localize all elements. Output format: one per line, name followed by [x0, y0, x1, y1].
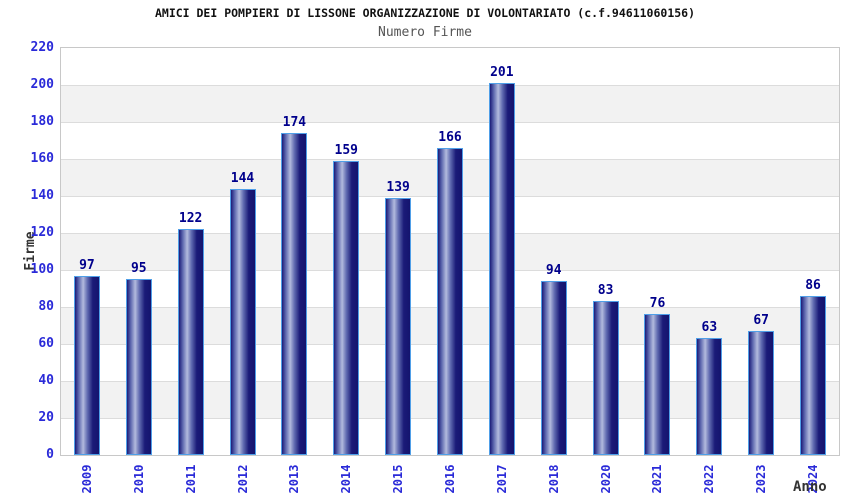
bar: [592, 301, 619, 455]
x-tick-label: 2012: [235, 464, 250, 494]
x-tick-label: 2010: [131, 464, 146, 494]
chart-title: AMICI DEI POMPIERI DI LISSONE ORGANIZZAZ…: [154, 6, 696, 20]
bar: [229, 188, 256, 455]
bar: [73, 275, 100, 455]
x-tick-label: 2009: [79, 464, 94, 494]
x-axis-title: Anno: [793, 479, 827, 495]
grid-line: [61, 85, 839, 86]
bar-value-label: 166: [438, 129, 462, 145]
bar-value-label: 67: [753, 313, 770, 329]
bar: [644, 314, 671, 455]
y-tick-label: 220: [30, 40, 54, 55]
y-tick-label: 120: [30, 225, 54, 240]
x-tick-label: 2022: [702, 464, 717, 494]
grid-band: [61, 85, 839, 122]
x-tick-label: 2018: [546, 464, 561, 494]
bar: [696, 338, 723, 455]
y-tick-label: 0: [46, 447, 54, 462]
bar-value-label: 63: [701, 320, 718, 336]
bar-value-label: 159: [334, 142, 358, 158]
bar: [281, 133, 308, 455]
y-tick-label: 40: [38, 373, 54, 388]
bar: [488, 83, 515, 455]
y-tick-label: 60: [38, 336, 54, 351]
bar-value-label: 122: [178, 211, 203, 227]
x-tick-label: 2020: [598, 464, 613, 494]
bar: [800, 295, 827, 455]
bar-value-label: 94: [545, 263, 562, 279]
bar-value-label: 201: [490, 65, 514, 81]
bar: [385, 197, 412, 455]
bar: [125, 279, 152, 455]
bar-value-label: 97: [79, 257, 95, 273]
bar-value-label: 174: [282, 115, 307, 131]
bar: [748, 331, 775, 455]
y-tick-label: 140: [30, 188, 54, 203]
bar: [177, 229, 204, 455]
plot-area: 97 95 122 144 174 159 139 166 201 94 83 76 63 67 86: [60, 47, 840, 456]
x-tick-label: 2011: [183, 464, 198, 494]
y-tick-label: 100: [30, 262, 54, 277]
bar: [540, 281, 567, 455]
bar: [333, 160, 360, 455]
bar-value-label: 83: [597, 283, 614, 299]
chart-subtitle: Numero Firme: [378, 25, 472, 40]
bar-value-label: 144: [230, 170, 255, 186]
y-tick-label: 20: [38, 410, 54, 425]
y-tick-label: 80: [38, 299, 54, 314]
bar-value-label: 76: [649, 296, 666, 312]
x-tick-label: 2016: [443, 464, 457, 494]
x-tick-label: 2021: [650, 464, 665, 494]
bar: [437, 147, 463, 455]
x-tick-label: 2014: [339, 464, 354, 494]
x-tick-label: 2017: [494, 464, 509, 494]
bar-value-label: 95: [130, 261, 147, 277]
x-tick-label: 2023: [754, 464, 769, 494]
x-tick-label: 2015: [391, 464, 406, 494]
x-tick-label: 2013: [287, 464, 302, 494]
bar-value-label: 86: [805, 277, 821, 293]
y-tick-label: 200: [30, 77, 54, 92]
bar-value-label: 139: [386, 179, 410, 195]
grid-line: [61, 122, 839, 123]
y-tick-label: 180: [30, 114, 54, 129]
y-tick-label: 160: [30, 151, 54, 166]
